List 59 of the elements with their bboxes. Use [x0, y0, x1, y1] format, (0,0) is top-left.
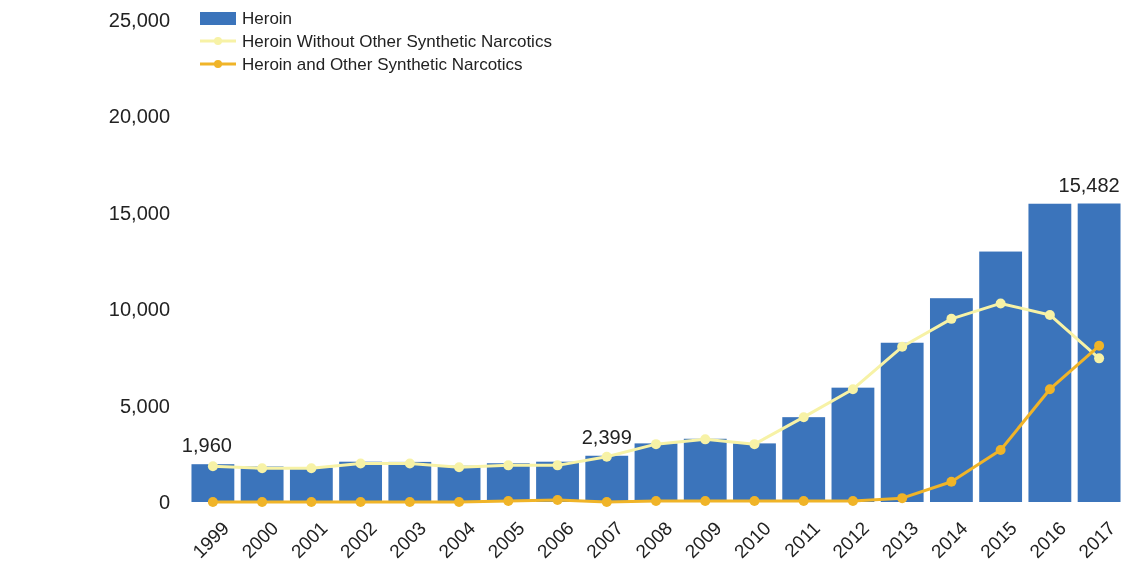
point: [700, 434, 711, 445]
point: [946, 476, 957, 487]
bar: [880, 342, 924, 502]
point: [995, 444, 1006, 455]
y-tick-label: 25,000: [108, 9, 170, 31]
point: [651, 496, 661, 507]
point: [306, 497, 317, 507]
point: [749, 496, 760, 507]
point: [306, 463, 317, 474]
point: [700, 496, 711, 507]
bar: [683, 438, 727, 502]
point: [503, 496, 514, 507]
point: [995, 298, 1006, 309]
data-label: 15,482: [1058, 173, 1120, 196]
legend-label: Heroin Without Other Synthetic Narcotics: [242, 31, 552, 51]
point: [798, 412, 809, 423]
point: [257, 463, 268, 474]
point: [552, 460, 563, 471]
point: [355, 458, 366, 469]
point: [651, 439, 661, 450]
bar: [929, 298, 973, 502]
point: [454, 462, 465, 473]
point: [1094, 353, 1105, 364]
data-label: 2,399: [581, 425, 632, 448]
point: [1044, 309, 1055, 320]
point: [847, 496, 858, 507]
point: [897, 493, 908, 504]
y-tick-label: 15,000: [108, 201, 170, 224]
y-tick-label: 5,000: [119, 394, 170, 417]
point: [503, 460, 514, 471]
point: [1094, 340, 1105, 351]
point: [601, 451, 612, 462]
bar: [782, 417, 826, 502]
point: [207, 497, 218, 507]
point: [897, 341, 908, 352]
point: [257, 497, 268, 507]
bar: [1077, 203, 1121, 502]
point: [207, 461, 218, 472]
point: [454, 497, 465, 507]
point: [404, 458, 415, 469]
data-label: 1,960: [181, 434, 232, 457]
legend-label: Heroin: [242, 8, 293, 28]
point: [404, 497, 415, 507]
point: [749, 439, 760, 450]
point: [798, 496, 809, 507]
y-tick-label: 0: [158, 491, 170, 513]
bar: [733, 443, 776, 502]
point: [601, 497, 612, 507]
point: [552, 495, 563, 506]
point: [946, 313, 957, 324]
y-tick-label: 10,000: [108, 298, 170, 321]
point: [847, 384, 858, 395]
bar: [979, 251, 1023, 502]
bar: [1028, 203, 1072, 502]
point: [1044, 384, 1055, 395]
y-tick-label: 20,000: [108, 105, 170, 128]
legend-label: Heroin and Other Synthetic Narcotics: [242, 54, 523, 74]
bar: [831, 387, 875, 502]
point: [355, 497, 366, 507]
